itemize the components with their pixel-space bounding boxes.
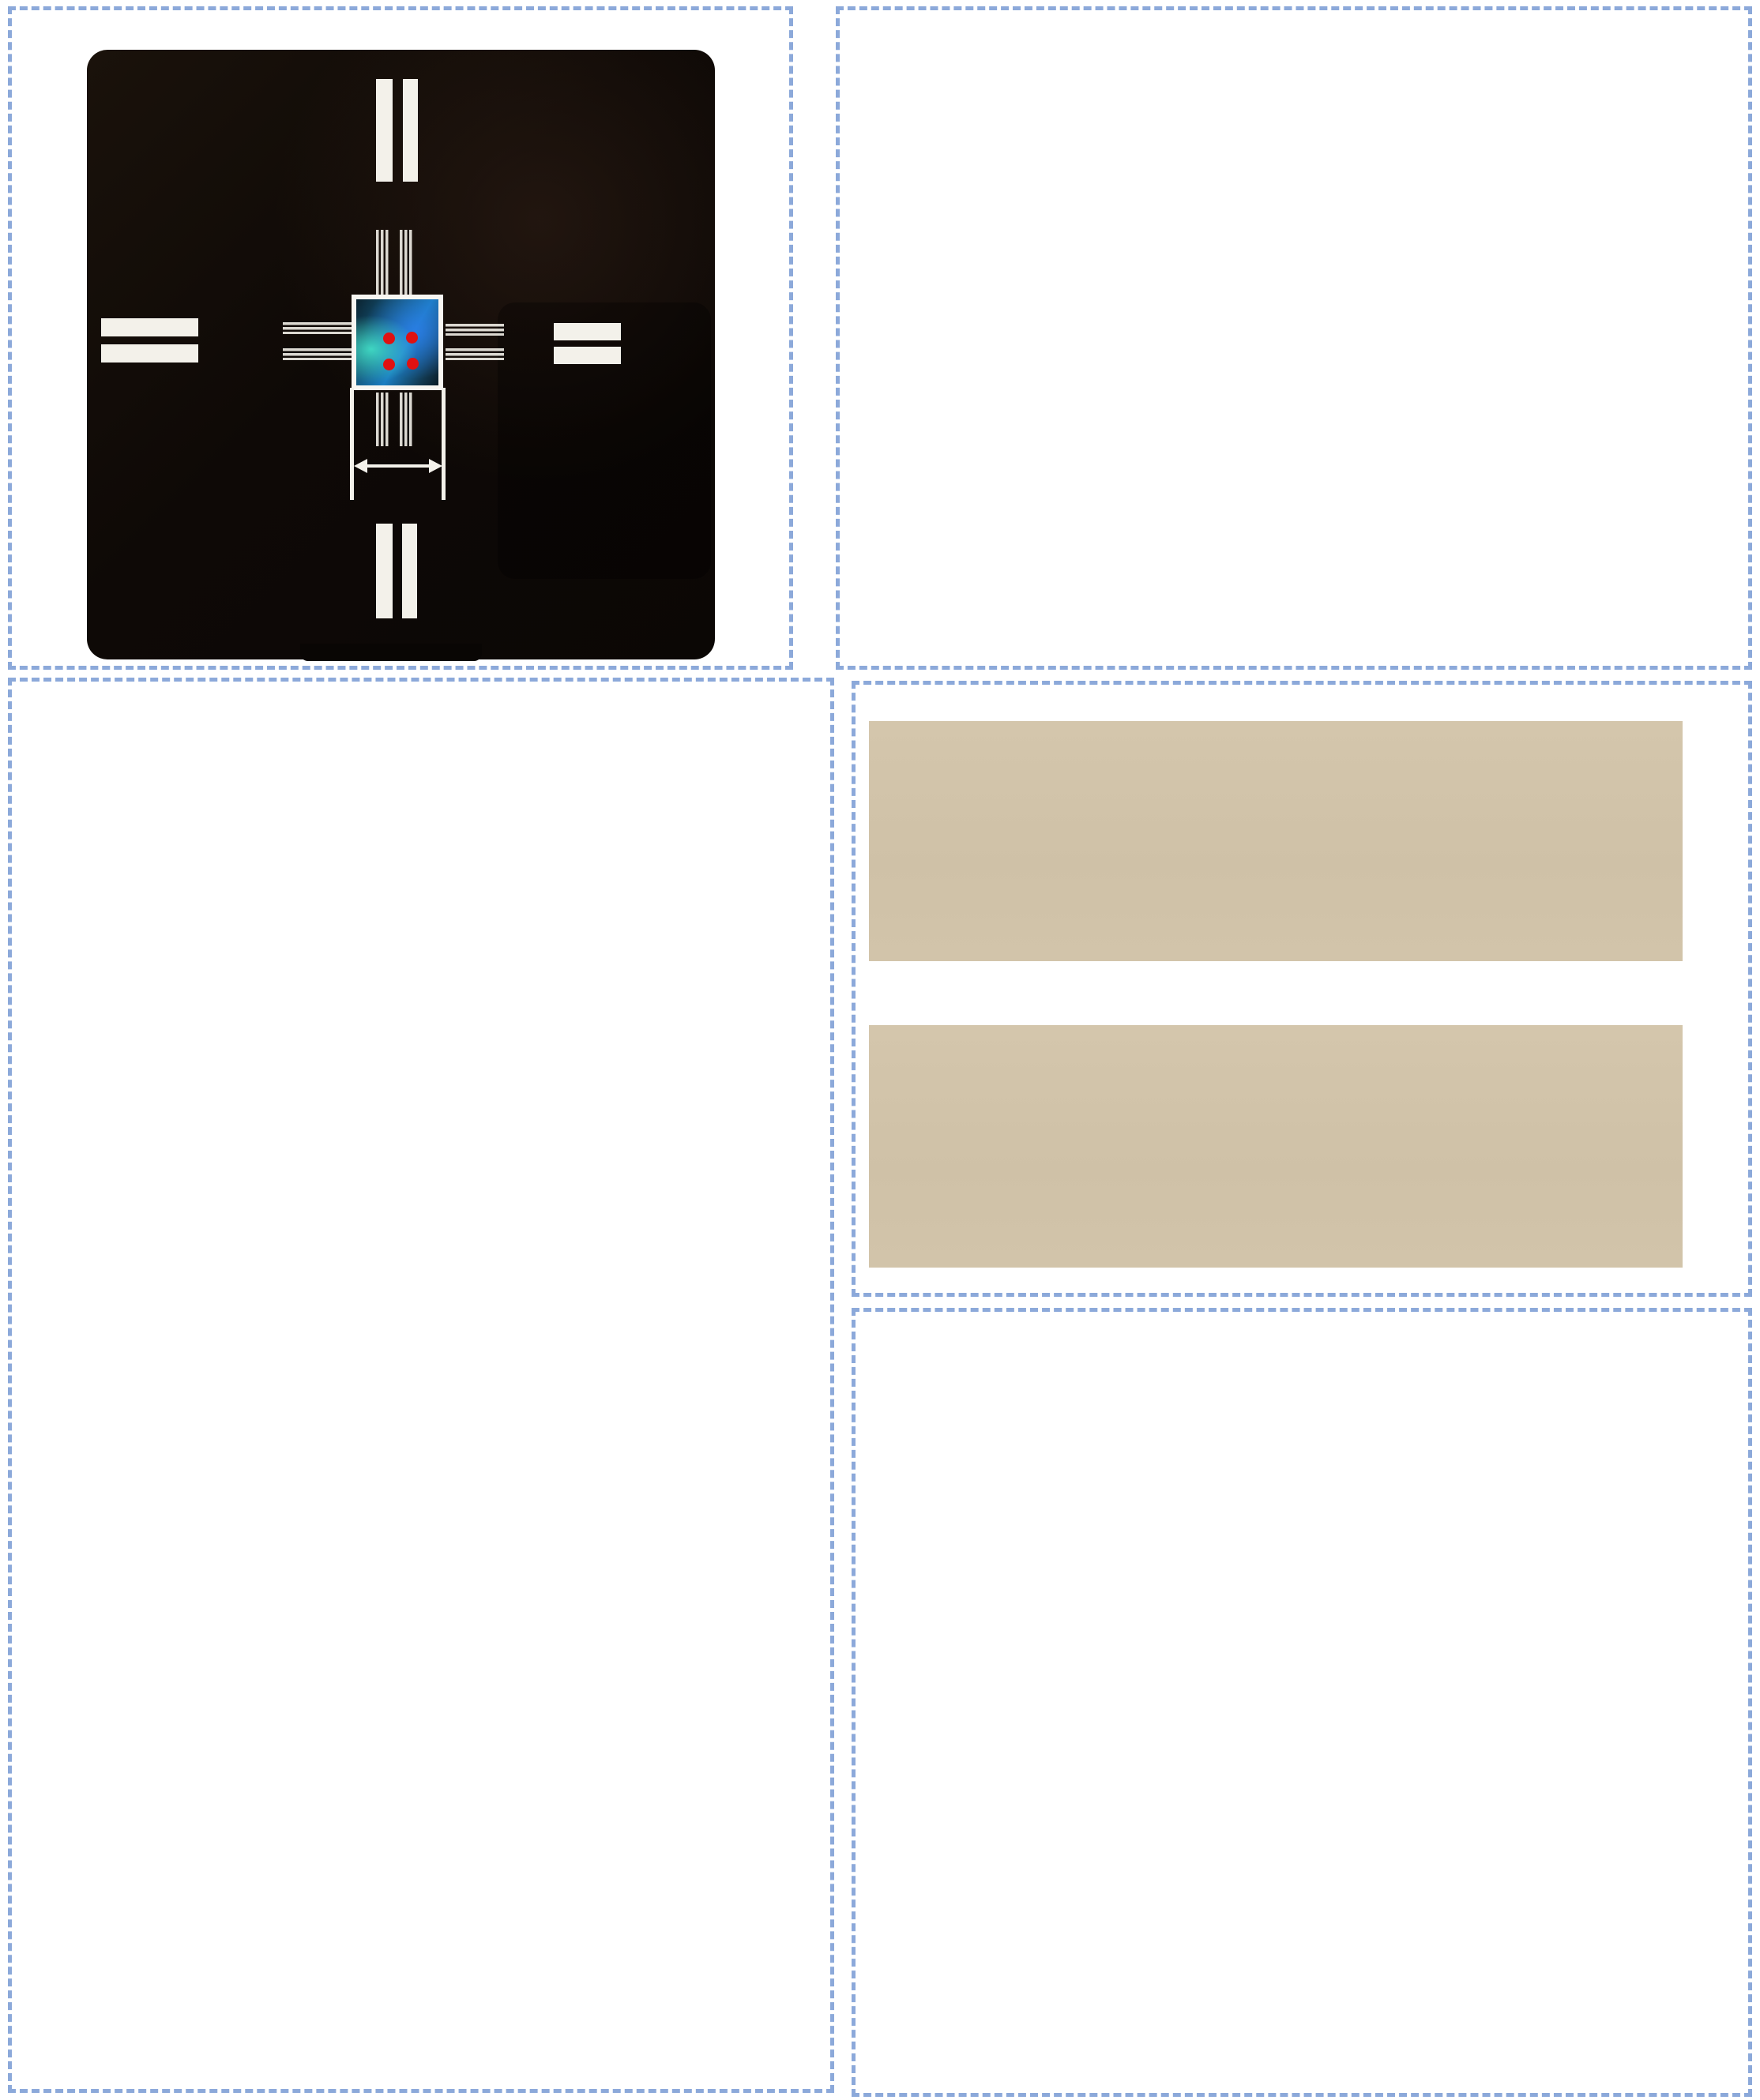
mark-b-lines [400,230,412,298]
lower-fine-lines [376,393,389,446]
right-fine-lines [446,324,504,336]
panel-mn [852,1308,1752,2097]
scale-bracket-left [350,388,354,500]
mark-a-bar [403,79,418,182]
scale-arrow-line [365,464,431,468]
scale-arrowhead-right-icon [429,459,442,473]
right-mark-bar [554,347,621,364]
photo-bottom-tab [300,644,482,661]
panel-j-plots [840,10,1748,666]
bottom-mark-bar [376,524,393,618]
mark-a-bar [376,79,393,182]
point-i-dot [383,332,395,344]
right-fine-lines [446,348,504,360]
point-ii-dot [406,332,418,344]
micrograph-l [869,1025,1683,1268]
point-iv-dot [407,358,419,370]
left-mark-bar [101,344,198,363]
panel-a [8,6,793,670]
micrograph-k [869,721,1683,961]
left-fine-lines [283,322,352,334]
chip-photo [87,50,715,661]
panel-kl [852,681,1752,1297]
lower-fine-lines [400,393,412,446]
bottom-mark-bar [402,524,417,618]
panel-j [836,6,1752,670]
left-mark-bar [101,318,198,336]
waterfall-plot [856,1312,1748,1683]
photo-reflection [498,302,711,579]
point-iii-dot [383,359,395,370]
right-mark-bar [554,323,621,340]
left-fine-lines [283,348,352,360]
panel-surfaces [8,678,834,2093]
scale-arrowhead-left-icon [354,459,367,473]
bar-chart [856,1686,1748,2096]
scale-bracket-right [442,388,446,500]
mark-b-lines [376,230,389,298]
patterned-region [352,295,443,390]
